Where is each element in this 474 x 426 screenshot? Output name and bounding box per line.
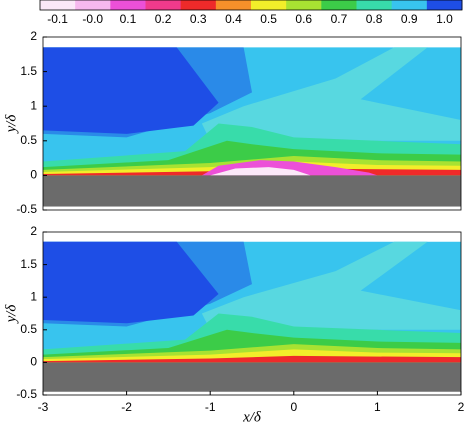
colorbar-cell bbox=[391, 0, 428, 10]
colorbar-tick-label: -0.1 bbox=[47, 12, 68, 26]
y-tick-label: 0 bbox=[30, 355, 37, 369]
y-tick-label: 0.5 bbox=[20, 133, 37, 147]
colorbar-cell bbox=[426, 0, 463, 10]
frame bbox=[42, 36, 462, 211]
wall bbox=[43, 175, 461, 207]
x-tick-label: 1 bbox=[374, 400, 381, 414]
colorbar-tick-label: 1.0 bbox=[436, 12, 453, 26]
y-axis-label: y/δ bbox=[3, 304, 19, 325]
contour-region bbox=[43, 355, 461, 363]
colorbar-cell bbox=[356, 0, 393, 10]
y-tick-label: -0.5 bbox=[16, 387, 37, 401]
wall bbox=[43, 362, 461, 392]
y-tick-label: 2 bbox=[30, 29, 37, 43]
colorbar-tick-label: -0.0 bbox=[82, 12, 103, 26]
contour-region bbox=[43, 47, 219, 134]
contour-region bbox=[201, 47, 461, 141]
colorbar-cell bbox=[75, 0, 111, 10]
y-tick-label: 1 bbox=[30, 98, 37, 112]
y-axis-label: y/δ bbox=[3, 114, 19, 135]
x-axis-label: x/δ bbox=[242, 409, 262, 425]
colorbar-tick-label: 0.8 bbox=[366, 12, 383, 26]
frame bbox=[42, 231, 462, 396]
colorbar-cell bbox=[40, 0, 76, 10]
y-tick-label: 0 bbox=[30, 168, 37, 182]
y-tick-label: 1.5 bbox=[20, 257, 37, 271]
colorbar-tick-label: 0.1 bbox=[120, 12, 137, 26]
colorbar-tick-label: 0.3 bbox=[190, 12, 207, 26]
x-tick-label: 2 bbox=[458, 400, 465, 414]
y-tick-label: 1 bbox=[30, 289, 37, 303]
colorbar-cell bbox=[180, 0, 217, 10]
colorbar-tick-label: 0.9 bbox=[401, 12, 418, 26]
x-tick-label: -2 bbox=[121, 400, 132, 414]
x-tick-label: 0 bbox=[290, 400, 297, 414]
colorbar-tick-label: 0.7 bbox=[331, 12, 348, 26]
contour-field bbox=[43, 47, 461, 207]
colorbar-cell bbox=[110, 0, 146, 10]
colorbar-cell bbox=[215, 0, 252, 10]
contour-field bbox=[43, 241, 461, 392]
colorbar-cell bbox=[251, 0, 287, 10]
colorbar-tick-label: 0.2 bbox=[155, 12, 172, 26]
y-tick-label: 0.5 bbox=[20, 322, 37, 336]
contour-region bbox=[43, 241, 219, 324]
colorbar-cell bbox=[321, 0, 357, 10]
y-tick-label: -0.5 bbox=[16, 202, 37, 216]
colorbar-cell bbox=[286, 0, 322, 10]
y-tick-label: 2 bbox=[30, 224, 37, 238]
colorbar-tick-label: 0.5 bbox=[260, 12, 277, 26]
colorbar-frame bbox=[39, 0, 463, 11]
colorbar-tick-label: 0.6 bbox=[295, 12, 312, 26]
contour-region bbox=[201, 241, 461, 330]
y-tick-label: 1.5 bbox=[20, 64, 37, 78]
x-tick-label: -3 bbox=[38, 400, 49, 414]
x-tick-label: -1 bbox=[205, 400, 216, 414]
colorbar-tick-label: 0.4 bbox=[225, 12, 242, 26]
colorbar-cell bbox=[145, 0, 182, 10]
contour-region bbox=[210, 167, 311, 176]
